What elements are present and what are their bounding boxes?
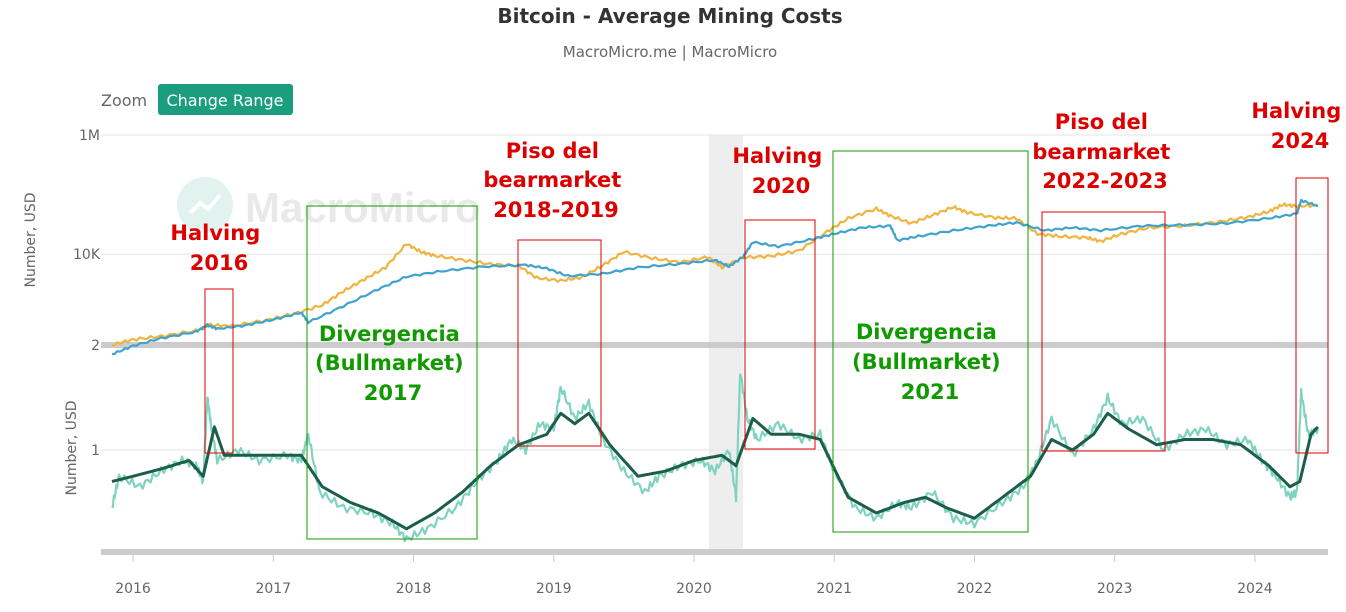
series [111, 198, 1320, 543]
series-line-ratio_smooth [111, 411, 1320, 531]
y-tick-labels: 10K 1M 1 2 [73, 128, 101, 459]
series-line-price [111, 202, 1319, 347]
x-tick-2022: 2022 [957, 581, 993, 597]
x-tick-2020: 2020 [676, 581, 712, 597]
x-tick-labels: 2016 2017 2018 2019 2020 2021 2022 2023 2024 [115, 555, 1273, 597]
bottom-y-tick-2: 2 [91, 338, 100, 354]
box-divergencia-2017 [306, 205, 478, 540]
x-tick-2024: 2024 [1237, 581, 1273, 597]
chart-title: Bitcoin - Average Mining Costs [497, 4, 842, 28]
box-piso-2022-2023 [1041, 211, 1166, 452]
pane-separator [101, 342, 1328, 348]
annotation-piso-2022-2023: Piso del bearmarket 2022-2023 [1032, 110, 1177, 193]
series-line-cost [111, 198, 1319, 356]
box-piso-2018-2019 [517, 239, 602, 447]
bottom-y-axis-title: Number, USD [64, 400, 80, 495]
bottom-axis-bar [101, 549, 1328, 555]
x-tick-2021: 2021 [816, 581, 852, 597]
box-halving-2020 [744, 219, 816, 450]
change-range-label: Change Range [166, 91, 283, 110]
zoom-label: Zoom [101, 91, 147, 110]
box-divergencia-2021 [832, 150, 1029, 533]
change-range-button[interactable]: Change Range [158, 84, 293, 115]
annotation-halving-2016: Halving 2016 [170, 221, 267, 275]
x-tick-2019: 2019 [536, 581, 572, 597]
top-y-axis-title: Number, USD [23, 192, 39, 287]
x-tick-2016: 2016 [115, 581, 151, 597]
annotations: Halving 2016 Divergencia (Bullmarket) 20… [170, 99, 1346, 405]
x-tick-2023: 2023 [1097, 581, 1133, 597]
annotation-halving-2024: Halving 2024 [1251, 99, 1346, 153]
series-line-ratio_raw [111, 373, 1320, 543]
watermark-text: MacroMicro [245, 184, 481, 231]
annotation-boxes [204, 150, 1329, 540]
watermark-logo-icon [177, 177, 233, 233]
watermark-chart-icon [188, 193, 222, 215]
watermark: MacroMicro [177, 177, 481, 233]
annotation-divergencia-2017: Divergencia (Bullmarket) 2017 [315, 322, 471, 405]
annotation-halving-2020: Halving 2020 [732, 144, 829, 198]
top-y-tick-10K: 10K [73, 247, 101, 263]
annotation-piso-2018-2019: Piso del bearmarket 2018-2019 [483, 139, 628, 222]
annotation-divergencia-2021: Divergencia (Bullmarket) 2021 [852, 320, 1008, 404]
x-tick-2018: 2018 [396, 581, 432, 597]
box-halving-2016 [204, 288, 234, 454]
box-halving-2024 [1295, 177, 1329, 454]
bottom-y-tick-1: 1 [91, 443, 100, 459]
x-tick-2017: 2017 [255, 581, 291, 597]
top-y-tick-1M: 1M [79, 128, 100, 144]
chart-subtitle: MacroMicro.me | MacroMicro [563, 43, 777, 61]
